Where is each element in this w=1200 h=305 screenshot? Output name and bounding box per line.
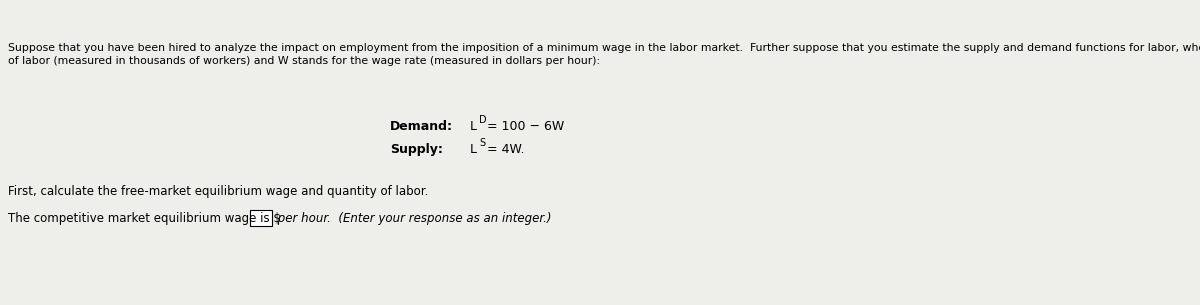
Text: L: L: [470, 143, 478, 156]
Text: First, calculate the free-market equilibrium wage and quantity of labor.: First, calculate the free-market equilib…: [8, 185, 428, 198]
Text: per hour.  (Enter your response as an integer.): per hour. (Enter your response as an int…: [274, 212, 552, 225]
Text: D: D: [479, 115, 487, 125]
Text: Supply:: Supply:: [390, 143, 443, 156]
Bar: [250, 210, 272, 226]
Text: S: S: [479, 138, 485, 148]
Text: Demand:: Demand:: [390, 120, 454, 133]
Text: = 100 − 6W: = 100 − 6W: [487, 120, 564, 133]
Text: of labor (measured in thousands of workers) and W stands for the wage rate (meas: of labor (measured in thousands of worke…: [8, 56, 600, 66]
Text: The competitive market equilibrium wage is $: The competitive market equilibrium wage …: [8, 212, 281, 225]
Text: Suppose that you have been hired to analyze the impact on employment from the im: Suppose that you have been hired to anal…: [8, 43, 1200, 53]
Text: L: L: [470, 120, 478, 133]
Text: = 4W.: = 4W.: [487, 143, 524, 156]
